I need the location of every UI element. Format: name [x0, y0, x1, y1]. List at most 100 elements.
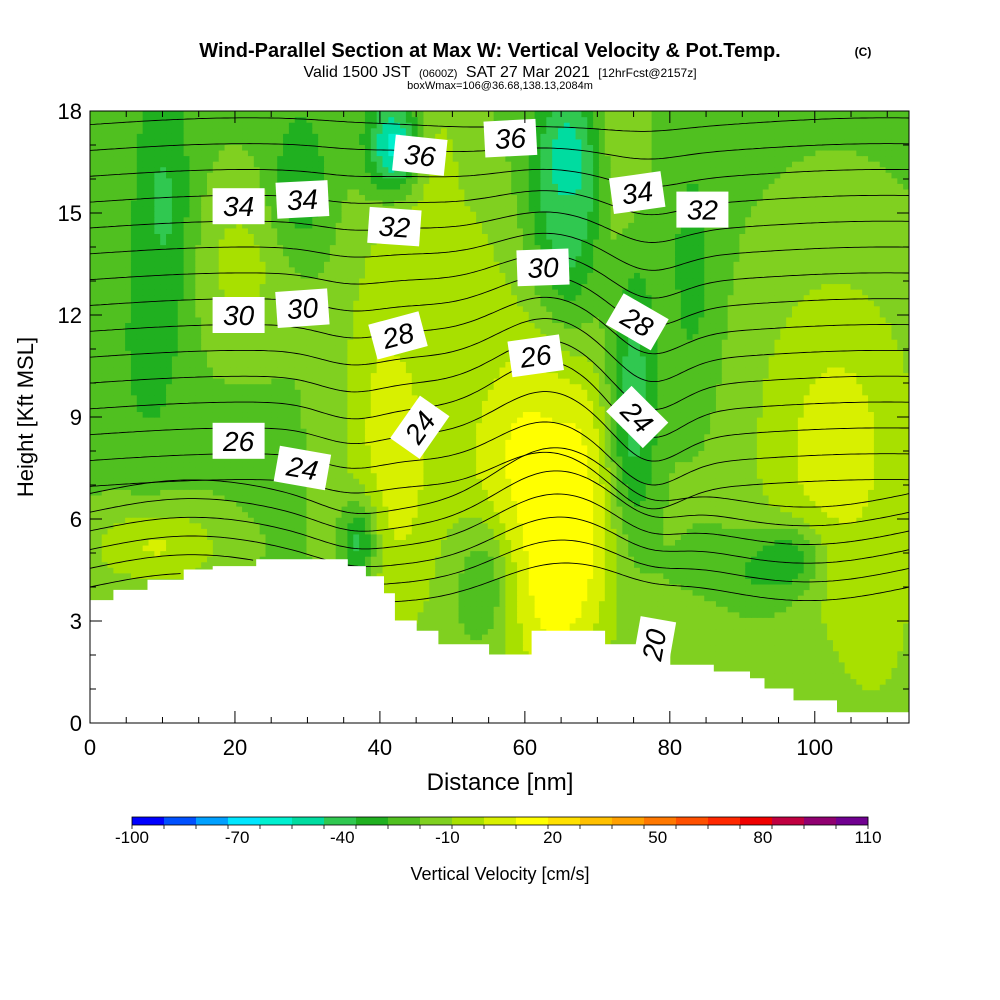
- w-field-cell: [329, 556, 337, 563]
- w-field-cell: [598, 589, 606, 596]
- w-field-cell: [809, 567, 816, 574]
- w-field-cell: [815, 689, 822, 696]
- w-field-cell: [715, 589, 723, 596]
- w-field-cell: [774, 661, 781, 668]
- w-field-cell: [394, 550, 401, 557]
- w-field-cell: [885, 656, 893, 663]
- w-field-cell: [236, 544, 243, 552]
- w-field-cell: [651, 561, 659, 568]
- w-field-cell: [663, 617, 670, 624]
- w-field-cell: [587, 522, 594, 529]
- w-field-cell: [429, 611, 436, 618]
- w-field-cell: [850, 667, 857, 674]
- w-field-cell: [446, 578, 454, 585]
- w-field-cell: [827, 628, 834, 635]
- w-field-cell: [879, 678, 887, 685]
- w-field-cell: [575, 539, 582, 546]
- w-field-cell: [832, 544, 840, 552]
- w-field-cell: [821, 684, 828, 691]
- w-field-cell: [353, 533, 360, 540]
- w-field-cell: [458, 633, 465, 641]
- w-field-cell: [680, 639, 688, 646]
- w-field-cell: [885, 539, 893, 546]
- w-field-cell: [476, 589, 483, 596]
- w-field-cell: [587, 550, 594, 557]
- w-field-cell: [540, 600, 547, 607]
- w-field-cell: [692, 556, 699, 563]
- w-field-cell: [247, 533, 255, 540]
- w-field-cell: [792, 672, 799, 680]
- w-field-cell: [446, 600, 454, 607]
- w-field-cell: [745, 622, 752, 630]
- w-field-cell: [809, 556, 816, 563]
- w-field-cell: [546, 556, 553, 563]
- w-field-cell: [844, 539, 852, 546]
- w-field-cell: [487, 528, 495, 535]
- w-field-cell: [312, 533, 319, 540]
- w-field-cell: [470, 589, 477, 596]
- w-field-cell: [189, 528, 196, 535]
- w-field-cell: [715, 572, 723, 579]
- w-field-cell: [897, 606, 904, 613]
- w-field-cell: [604, 578, 612, 585]
- w-field-cell: [517, 650, 524, 657]
- w-field-cell: [745, 583, 752, 591]
- w-field-cell: [844, 667, 852, 674]
- w-field-cell: [540, 606, 547, 613]
- w-field-cell: [517, 639, 524, 646]
- w-field-cell: [388, 589, 395, 596]
- w-field-cell: [294, 528, 302, 535]
- w-field-cell: [493, 639, 501, 646]
- w-field-cell: [622, 600, 629, 607]
- w-field-cell: [821, 628, 828, 635]
- w-field-cell: [780, 611, 787, 618]
- w-field-cell: [774, 611, 781, 618]
- w-field-cell: [751, 628, 758, 635]
- w-field-cell: [417, 589, 425, 596]
- w-field-cell: [294, 533, 302, 540]
- w-field-cell: [803, 600, 811, 607]
- w-field-cell: [499, 639, 506, 646]
- w-field-cell: [435, 600, 442, 607]
- w-field-cell: [522, 633, 530, 641]
- w-field-cell: [832, 578, 840, 585]
- w-field-cell: [511, 589, 518, 596]
- w-field-cell: [873, 706, 881, 713]
- w-field-cell: [259, 522, 267, 529]
- w-field-cell: [645, 567, 653, 574]
- w-field-cell: [821, 633, 828, 641]
- w-field-cell: [622, 578, 629, 585]
- w-field-cell: [171, 544, 179, 552]
- w-field-cell: [639, 595, 647, 602]
- w-field-cell: [821, 639, 828, 646]
- w-field-cell: [628, 528, 635, 535]
- w-field-cell: [593, 583, 600, 591]
- w-field-cell: [522, 595, 530, 602]
- w-field-cell: [903, 606, 909, 613]
- w-field-cell: [832, 589, 840, 596]
- w-field-cell: [534, 600, 542, 607]
- w-field-cell: [423, 544, 430, 552]
- w-field-cell: [587, 572, 594, 579]
- w-field-cell: [359, 550, 366, 557]
- w-field-cell: [786, 622, 793, 630]
- w-field-cell: [891, 633, 898, 641]
- w-field-cell: [715, 561, 723, 568]
- w-field-cell: [382, 589, 389, 596]
- w-field-cell: [815, 639, 822, 646]
- w-field-cell: [809, 689, 816, 696]
- w-field-cell: [639, 583, 647, 591]
- w-field-cell: [511, 556, 518, 563]
- w-field-cell: [195, 539, 202, 546]
- w-field-cell: [675, 589, 682, 596]
- w-field-cell: [704, 544, 711, 552]
- w-field-cell: [774, 550, 781, 557]
- w-field-cell: [487, 556, 495, 563]
- w-field-cell: [481, 550, 489, 557]
- w-field-cell: [148, 544, 155, 552]
- w-field-cell: [885, 572, 893, 579]
- w-field-cell: [756, 611, 764, 618]
- w-field-cell: [452, 544, 460, 552]
- w-field-cell: [142, 550, 150, 557]
- w-field-cell: [756, 628, 764, 635]
